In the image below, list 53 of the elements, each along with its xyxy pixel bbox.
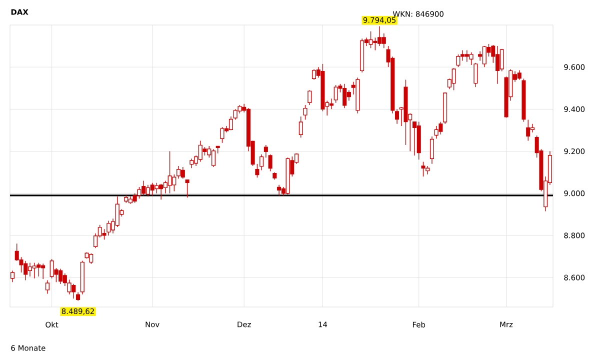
candlestick [434, 126, 438, 139]
candlestick [168, 150, 172, 194]
candlestick [277, 184, 282, 196]
candlestick [14, 243, 19, 262]
candlestick [115, 196, 120, 228]
candlestick [255, 164, 260, 178]
candlestick [469, 52, 474, 66]
candlestick [102, 228, 106, 240]
candlestick [72, 284, 76, 299]
candlestick [395, 108, 400, 124]
candlestick [346, 90, 351, 102]
candlestick [10, 270, 14, 283]
candlestick [150, 182, 154, 196]
candlestick [233, 108, 238, 120]
candlestick [185, 179, 190, 198]
candlestick [260, 154, 264, 171]
candlestick [373, 37, 378, 51]
candlestick [303, 104, 308, 120]
candlestick [334, 84, 338, 104]
candlestick [180, 166, 185, 179]
candlestick [32, 262, 36, 279]
candlestick [452, 68, 456, 91]
candlestick [478, 50, 482, 62]
candlestick [211, 148, 216, 168]
candlestick [190, 158, 194, 168]
candlestick [36, 262, 41, 277]
candlestick [106, 220, 111, 236]
candlestick [298, 116, 303, 138]
candlestick [228, 116, 233, 131]
candlestick [264, 144, 268, 158]
candlestick [517, 70, 522, 80]
candlestick [220, 126, 224, 144]
candlestick [137, 186, 142, 199]
candlestick [67, 279, 72, 295]
candlestick [268, 154, 272, 172]
candlestick [45, 280, 50, 294]
candlestick [474, 62, 478, 88]
candlestick [430, 136, 434, 164]
candlestick [368, 30, 373, 48]
candlestick [154, 182, 159, 194]
candlestick [89, 252, 94, 264]
candlestick [50, 258, 54, 279]
candlestick [132, 193, 137, 204]
candlestick [308, 90, 312, 106]
candlestick [526, 119, 530, 142]
candlestick [438, 121, 443, 135]
candlestick [500, 48, 504, 72]
candlestick [382, 33, 386, 48]
candlestick [421, 161, 426, 177]
candlestick [176, 166, 181, 179]
candlestick [530, 124, 534, 133]
candlestick [172, 174, 176, 192]
candlestick [456, 54, 460, 68]
